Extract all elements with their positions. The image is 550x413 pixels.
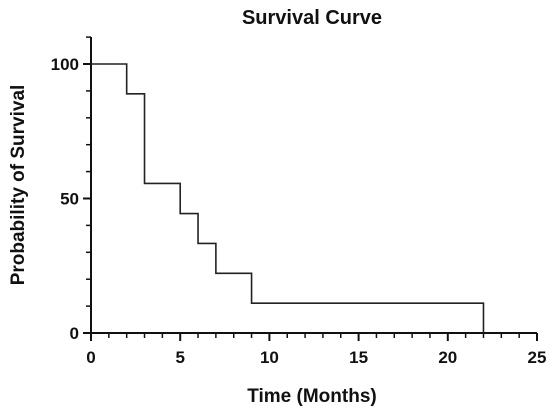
- plot-area: [91, 63, 485, 333]
- x-tick-label: 20: [438, 348, 457, 367]
- survival-step-line: [91, 63, 485, 333]
- y-tick-label: 0: [70, 324, 79, 343]
- x-tick-label: 0: [86, 348, 95, 367]
- y-axis-label: Probability of Survival: [8, 85, 29, 286]
- x-tick-label: 15: [349, 348, 368, 367]
- axes: [90, 37, 537, 334]
- y-tick-label: 50: [60, 190, 79, 209]
- x-tick-label: 5: [175, 348, 184, 367]
- x-axis-label: Time (Months): [247, 386, 376, 407]
- x-tick-label: 25: [528, 348, 547, 367]
- x-tick-label: 10: [260, 348, 279, 367]
- chart-title: Survival Curve: [242, 7, 382, 29]
- y-tick-label: 100: [51, 55, 79, 74]
- ticks: 0 5 10 15 20 25 0 50 100: [51, 36, 547, 367]
